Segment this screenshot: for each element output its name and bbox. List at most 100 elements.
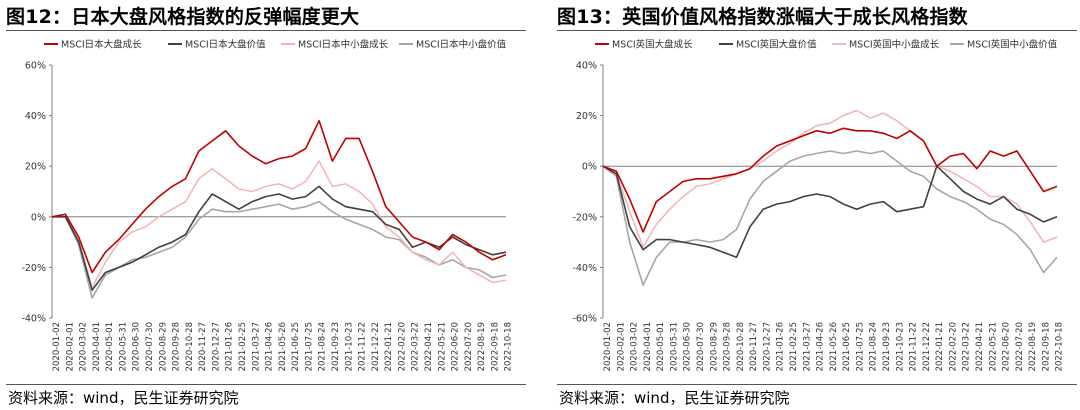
series-1-line	[602, 127, 1058, 233]
series-3-line	[602, 109, 1058, 248]
legend-label: MSCI日本大盘成长	[61, 39, 142, 51]
x-tick-label: 2020-06-30	[132, 322, 142, 371]
y-tick-label: -20%	[21, 263, 46, 274]
legend-item: MSCI日本中小盘价值	[399, 39, 507, 51]
series-4-line	[52, 200, 507, 299]
x-tick-label: 2020-06-30	[683, 322, 693, 371]
x-tick-label: 2021-02-25	[789, 322, 799, 371]
x-tick-label: 2020-12-27	[762, 322, 772, 371]
japan-style-index-chart: MSCI日本大盘成长 MSCI日本大盘价值 MSCI日本中小盘成长 MSCI日本中小盘…	[21, 39, 513, 372]
x-tick-label: 2020-05-31	[118, 322, 128, 371]
x-tick-label: 2021-04-26	[816, 322, 826, 371]
x-tick-label: 2022-06-20	[1002, 322, 1012, 371]
series-1-line	[51, 119, 507, 274]
x-tick-label: 2020-07-30	[145, 322, 155, 371]
x-tick-label: 2021-05-26	[829, 322, 839, 371]
legend-item: MSCI日本中小盘成长	[281, 39, 389, 51]
y-tick-label: 0%	[31, 212, 46, 223]
series-4-line	[602, 150, 1058, 286]
x-tick-label: 2020-05-01	[656, 322, 666, 371]
x-tick-label: 2021-01-26	[225, 322, 235, 371]
legend-label: MSCI日本中小盘价值	[416, 39, 507, 51]
x-tick-label: 2020-08-29	[709, 322, 719, 371]
title-rule	[6, 30, 526, 31]
x-tick-label: 2021-11-22	[909, 322, 919, 371]
x-tick-label: 2021-12-22	[922, 322, 932, 371]
x-tick-label: 2020-12-27	[211, 322, 221, 371]
legend-label: MSCI英国中小盘成长	[849, 39, 940, 51]
x-tick-label: 2020-03-02	[630, 322, 640, 371]
legend-item: MSCI英国大盘价值	[719, 39, 817, 51]
x-tick-label: 2020-05-31	[669, 322, 679, 371]
chart-title: 图13：英国价值风格指数涨幅大于成长风格指数	[557, 6, 968, 28]
x-tick-label: 2020-02-01	[616, 322, 626, 371]
x-tick-label: 2022-02-20	[397, 322, 407, 371]
legend-item: MSCI英国大盘成长	[595, 39, 693, 51]
y-tick-label: 20%	[576, 111, 597, 122]
x-tick-label: 2021-06-25	[842, 322, 852, 371]
x-tick-label: 2020-03-02	[79, 322, 89, 371]
x-tick-label: 2021-08-24	[318, 322, 328, 371]
x-tick-label: 2022-09-18	[490, 322, 500, 371]
y-tick-label: -20%	[572, 212, 597, 223]
legend-item: MSCI英国中小盘成长	[832, 39, 940, 51]
uk-style-index-chart: MSCI英国大盘成长 MSCI英国大盘价值 MSCI英国中小盘成长 MSCI英国中小盘…	[572, 39, 1065, 372]
left-panel: 图12：日本大盘风格指数的反弹幅度更大 MSCI日本大盘成长 MSCI日本大盘价值…	[6, 0, 538, 410]
y-tick-label: -40%	[572, 263, 597, 274]
legend-label: MSCI日本中小盘成长	[298, 39, 389, 51]
source-note: 资料来源：wind，民生证券研究院	[559, 389, 790, 407]
x-tick-label: 2021-03-27	[251, 322, 261, 371]
x-tick-label: 2022-01-21	[384, 322, 394, 371]
x-tick-label: 2020-05-01	[105, 322, 115, 371]
x-tick-label: 2022-10-18	[1055, 322, 1065, 371]
x-tick-label: 2021-03-27	[802, 322, 812, 371]
x-tick-label: 2020-02-01	[65, 322, 75, 371]
y-tick-label: -40%	[21, 314, 46, 325]
legend-item: MSCI日本大盘成长	[44, 39, 142, 51]
source-rule	[6, 384, 526, 385]
y-tick-label: 60%	[25, 61, 46, 72]
x-tick-label: 2020-11-27	[198, 322, 208, 371]
title-rule	[557, 30, 1077, 31]
x-tick-label: 2021-08-24	[869, 322, 879, 371]
y-tick-label: 40%	[25, 111, 46, 122]
chart-title: 图12：日本大盘风格指数的反弹幅度更大	[6, 6, 360, 28]
x-tick-label: 2020-10-28	[185, 322, 195, 371]
x-tick-label: 2021-04-26	[265, 322, 275, 371]
legend-label: MSCI英国大盘价值	[736, 39, 817, 51]
x-tick-label: 2020-10-28	[736, 322, 746, 371]
x-tick-label: 2022-08-19	[477, 322, 487, 371]
legend-label: MSCI英国大盘成长	[612, 39, 693, 51]
x-tick-label: 2022-09-18	[1041, 322, 1051, 371]
x-tick-label: 2021-01-26	[776, 322, 786, 371]
x-tick-label: 2022-07-20	[1015, 322, 1025, 371]
x-tick-label: 2022-05-21	[988, 322, 998, 371]
x-tick-label: 2021-10-23	[344, 322, 354, 371]
x-tick-label: 2022-01-21	[935, 322, 945, 371]
x-tick-label: 2022-07-20	[464, 322, 474, 371]
x-tick-label: 2020-04-01	[92, 322, 102, 371]
y-tick-label: 0%	[582, 162, 597, 173]
x-tick-label: 2022-04-21	[424, 322, 434, 371]
x-tick-label: 2022-03-22	[411, 322, 421, 371]
source-rule	[557, 384, 1077, 385]
source-note: 资料来源：wind，民生证券研究院	[8, 389, 239, 407]
x-tick-label: 2021-07-25	[304, 322, 314, 371]
x-tick-label: 2020-07-30	[696, 322, 706, 371]
legend-label: MSCI日本大盘价值	[185, 39, 266, 51]
x-tick-label: 2021-02-25	[238, 322, 248, 371]
x-tick-label: 2021-11-22	[358, 322, 368, 371]
x-tick-label: 2020-01-02	[52, 322, 62, 371]
series-2-line	[602, 165, 1058, 259]
right-panel: 图13：英国价值风格指数涨幅大于成长风格指数 MSCI英国大盘成长 MSCI英国大…	[557, 0, 1080, 410]
y-tick-label: 20%	[25, 162, 46, 173]
x-tick-label: 2020-01-02	[603, 322, 613, 371]
x-tick-label: 2022-03-22	[962, 322, 972, 371]
legend-item: MSCI日本大盘价值	[168, 39, 266, 51]
x-tick-label: 2021-10-23	[895, 322, 905, 371]
series-3-line	[51, 160, 507, 289]
x-tick-label: 2021-07-25	[855, 322, 865, 371]
y-tick-label: -60%	[572, 314, 597, 325]
x-tick-label: 2022-08-19	[1028, 322, 1038, 371]
x-tick-label: 2020-04-01	[643, 322, 653, 371]
